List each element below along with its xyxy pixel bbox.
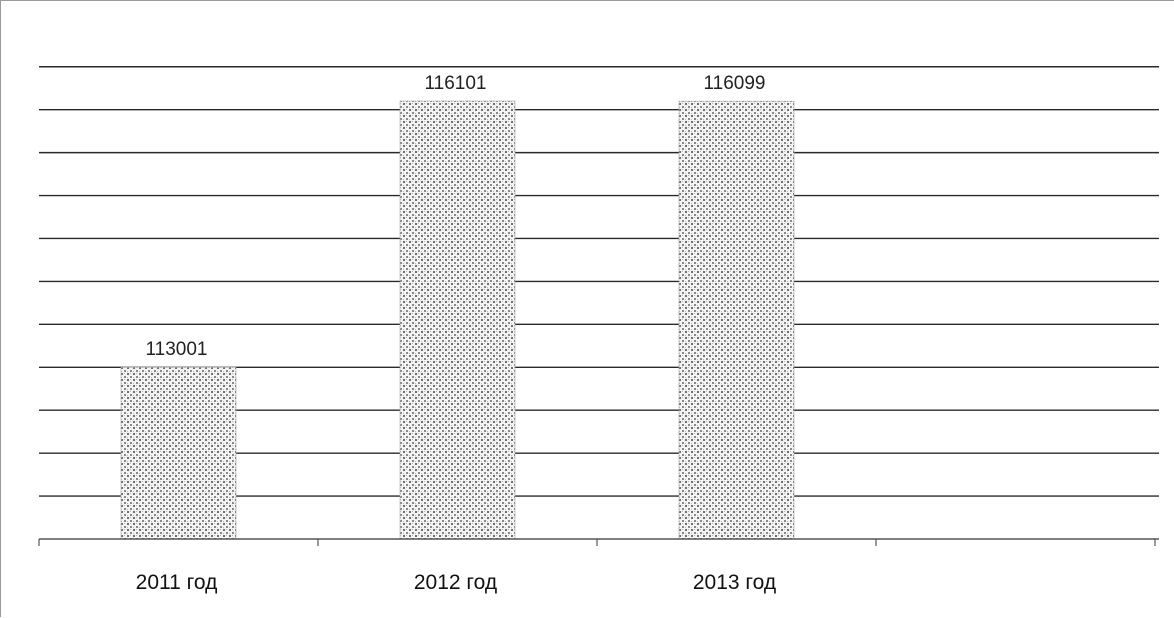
x-tick-label-2: 2013 год [693, 571, 776, 594]
x-tick-label-1: 2012 год [414, 571, 497, 594]
data-label-2: 116099 [704, 73, 766, 94]
data-label-0: 113001 [146, 339, 208, 360]
x-tick-labels: 2011 год 2012 год 2013 год [136, 571, 776, 594]
data-label-1: 116101 [425, 73, 487, 94]
bar-1 [400, 101, 515, 539]
x-tick-label-0: 2011 год [136, 571, 218, 594]
bars [121, 101, 794, 539]
bar-0 [121, 367, 236, 539]
bar-2 [679, 101, 794, 539]
x-axis [39, 539, 1159, 546]
